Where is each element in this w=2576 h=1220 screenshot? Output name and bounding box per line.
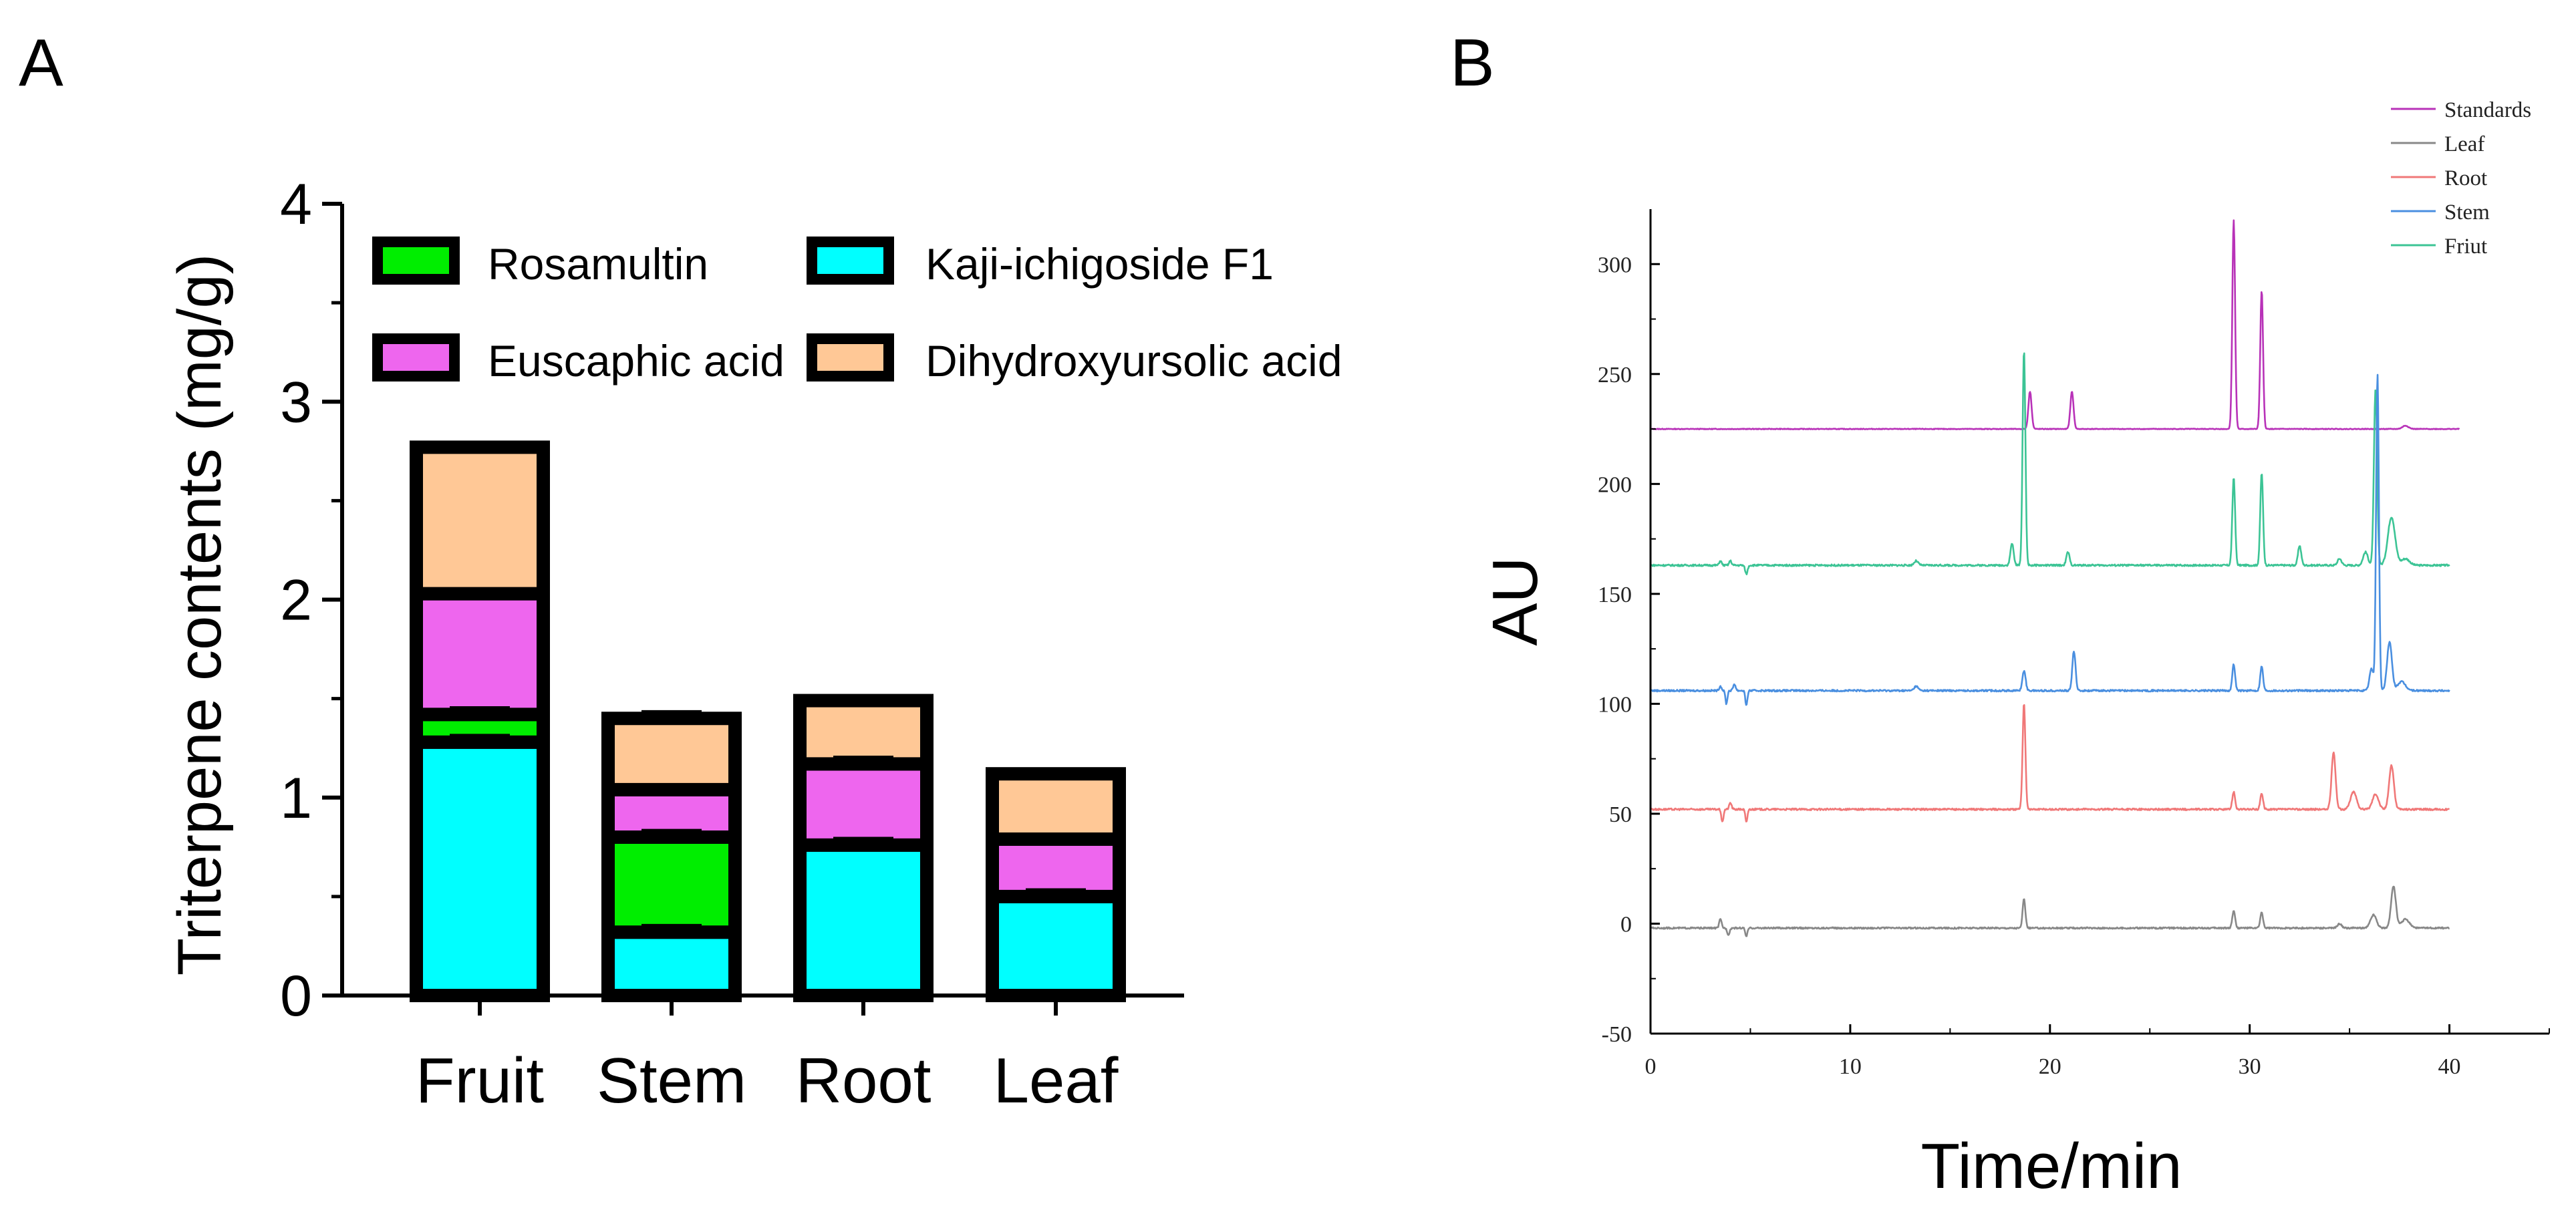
legend-label-euscaphic-acid: Euscaphic acid [488,336,784,386]
trace-leaf [1651,885,2450,937]
chromatogram-y-tick-label: 50 [1609,802,1632,827]
bar-root-kaji-ichigoside-f1 [793,838,934,1002]
legend-swatch-kaji-ichigoside-f1 [807,237,894,285]
bar-chart-x-tick-label: Root [796,1045,932,1116]
bar-fruit-dihydroxyursolic-acid [410,440,550,601]
chromatogram-y-tick-label: 0 [1620,912,1632,937]
legend-swatch-dihydroxyursolic-acid [807,333,894,382]
chromatogram-y-tick-label: 250 [1598,363,1632,388]
bar-stem-kaji-ichigoside-f1 [601,925,742,1002]
chromatogram-axes: -50 0 50 100 150 200 250 300 0 10 20 30 40 [1598,209,2550,1079]
chromatogram-legend: Standards Leaf Root Stem Friut [2391,98,2531,259]
bar-leaf-euscaphic-acid [986,832,1126,903]
bar-leaf-kaji-ichigoside-f1 [986,889,1126,1002]
bar-chart-legend: Rosamultin Kaji-ichigoside F1 Euscaphic ac… [372,237,1342,386]
bar-chart-y-tick-label: 4 [280,172,312,237]
legend-swatch-euscaphic-acid [372,333,460,382]
legend-label-friut: Friut [2444,235,2487,259]
chromatogram-x-tick-label: 0 [1645,1054,1657,1079]
bar-fruit-euscaphic-acid [410,587,550,722]
bar-root-euscaphic-acid [793,757,934,852]
legend-label-standards: Standards [2444,98,2531,122]
legend-label-root: Root [2444,166,2487,190]
legend-label-rosamultin: Rosamultin [488,239,708,289]
trace-root [1651,704,2450,822]
stacked-bars [410,440,1126,1003]
chromatogram-x-axis-label: Time/min [1920,1130,2182,1202]
bar-chart-y-tick-label: 1 [280,766,312,830]
legend-label-kaji-ichigoside-f1: Kaji-ichigoside F1 [925,239,1274,289]
bar-stem-rosamultin [601,830,742,939]
chromatogram-x-tick-label: 10 [1839,1054,1862,1079]
chromatogram-x-tick-label: 30 [2239,1054,2261,1079]
bar-chart-panel-a: 0 1 2 3 4 Fruit Stem Root Leaf Triterpene conten… [166,172,1342,1116]
bar-root-dihydroxyursolic-acid [793,694,934,771]
trace-friut [1651,352,2450,576]
legend-label-stem: Stem [2444,200,2490,224]
bar-stem-dihydroxyursolic-acid [601,712,742,796]
bar-chart-x-tick-label: Leaf [994,1045,1119,1116]
bar-chart-y-tick-label: 2 [280,569,312,633]
chromatogram-y-axis-label: AU [1479,557,1551,645]
bar-chart-x-tick-label: Stem [597,1045,746,1116]
panel-b-label: B [1450,25,1495,100]
legend-label-leaf: Leaf [2444,132,2484,156]
chromatogram-y-tick-label: 100 [1598,692,1632,717]
legend-swatch-rosamultin [372,237,460,285]
chromatogram-y-tick-label: 300 [1598,253,1632,277]
bar-chart-y-tick-label: 0 [280,964,312,1028]
chromatogram-y-tick-label: 200 [1598,472,1632,497]
bar-chart-y-tick-label: 3 [280,370,312,434]
chromatogram-y-tick-label: -50 [1602,1022,1632,1047]
bar-chart-y-axis-label: Triterpene contents (mg/g) [166,254,234,976]
bar-chart-x-tick-label: Fruit [416,1045,544,1116]
chromatogram-y-tick-label: 150 [1598,583,1632,607]
chromatogram-traces [1651,219,2460,937]
bar-fruit-kaji-ichigoside-f1 [410,735,550,1003]
chromatogram-x-tick-label: 40 [2438,1054,2461,1079]
panel-a-label: A [19,25,63,100]
bar-chart-axes: 0 1 2 3 4 Fruit Stem Root Leaf [280,172,1184,1116]
trace-standards [1651,219,2460,430]
chromatogram-x-tick-label: 20 [2039,1054,2061,1079]
trace-stem [1651,373,2450,706]
legend-label-dihydroxyursolic-acid: Dihydroxyursolic acid [925,336,1342,386]
bar-leaf-dihydroxyursolic-acid [986,767,1126,846]
